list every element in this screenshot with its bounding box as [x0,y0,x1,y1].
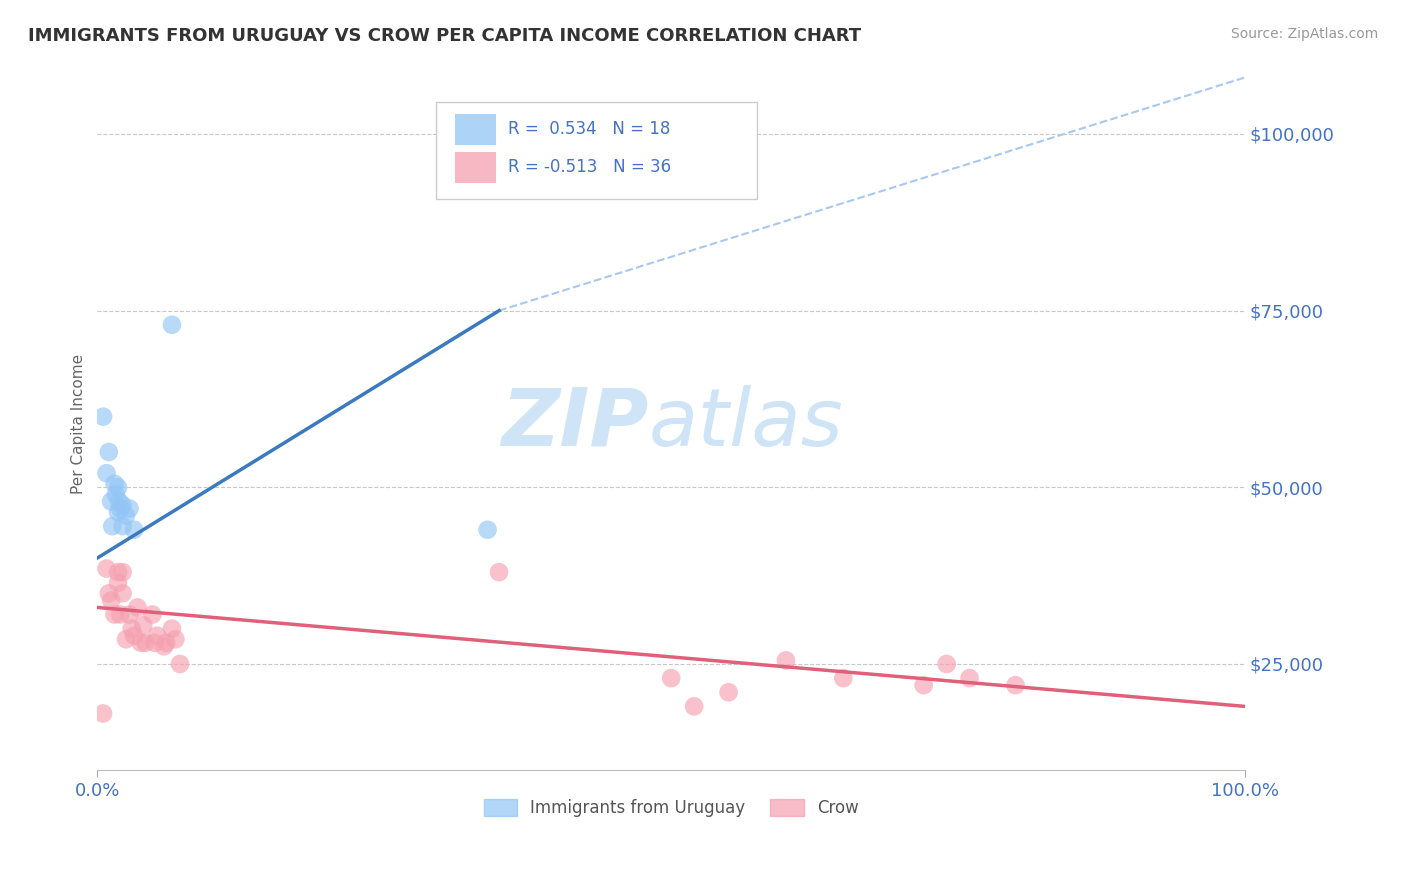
Point [111,586,134,600]
Point [103,476,125,491]
Point [100,593,122,607]
Text: ZIP: ZIP [501,384,648,463]
Point [118,501,141,516]
Point [110,607,132,622]
FancyBboxPatch shape [436,102,758,199]
Point [122,629,145,643]
Point [115,508,138,523]
Point [107,480,129,494]
Point [111,519,134,533]
Point [110,501,132,516]
Point [935,657,957,671]
Point [132,618,155,632]
Point [160,318,183,332]
Text: atlas: atlas [648,384,844,463]
Text: R =  0.534   N = 18: R = 0.534 N = 18 [508,120,671,138]
Point [107,575,129,590]
Point [107,505,129,519]
Point [659,671,682,685]
Point [91,409,114,424]
Point [127,600,149,615]
Point [717,685,740,699]
Point [165,632,187,647]
Point [135,636,157,650]
Point [97,445,120,459]
Point [1004,678,1026,692]
Point [143,636,166,650]
Point [101,519,124,533]
Point [121,622,143,636]
Point [108,494,131,508]
Legend: Immigrants from Uruguay, Crow: Immigrants from Uruguay, Crow [477,792,866,824]
Point [129,636,152,650]
Point [153,640,176,654]
Point [118,607,141,622]
Point [775,653,797,667]
Point [832,671,855,685]
Point [111,565,134,579]
Text: IMMIGRANTS FROM URUGUAY VS CROW PER CAPITA INCOME CORRELATION CHART: IMMIGRANTS FROM URUGUAY VS CROW PER CAPI… [28,27,862,45]
Y-axis label: Per Capita Income: Per Capita Income [72,353,86,494]
Point [104,487,127,501]
Point [100,494,122,508]
Point [683,699,706,714]
Point [146,629,169,643]
Point [91,706,114,721]
Point [96,561,118,575]
Point [959,671,981,685]
Point [122,523,145,537]
Point [488,565,510,579]
Point [912,678,935,692]
Point [111,498,134,512]
Point [115,632,138,647]
Point [141,607,163,622]
Bar [456,152,495,183]
Point [477,523,499,537]
Point [160,622,183,636]
Point [155,636,177,650]
Text: R = -0.513   N = 36: R = -0.513 N = 36 [508,159,671,177]
Text: Source: ZipAtlas.com: Source: ZipAtlas.com [1230,27,1378,41]
Bar [456,114,495,145]
Point [97,586,120,600]
Point [107,565,129,579]
Point [96,466,118,480]
Point [103,607,125,622]
Point [169,657,191,671]
